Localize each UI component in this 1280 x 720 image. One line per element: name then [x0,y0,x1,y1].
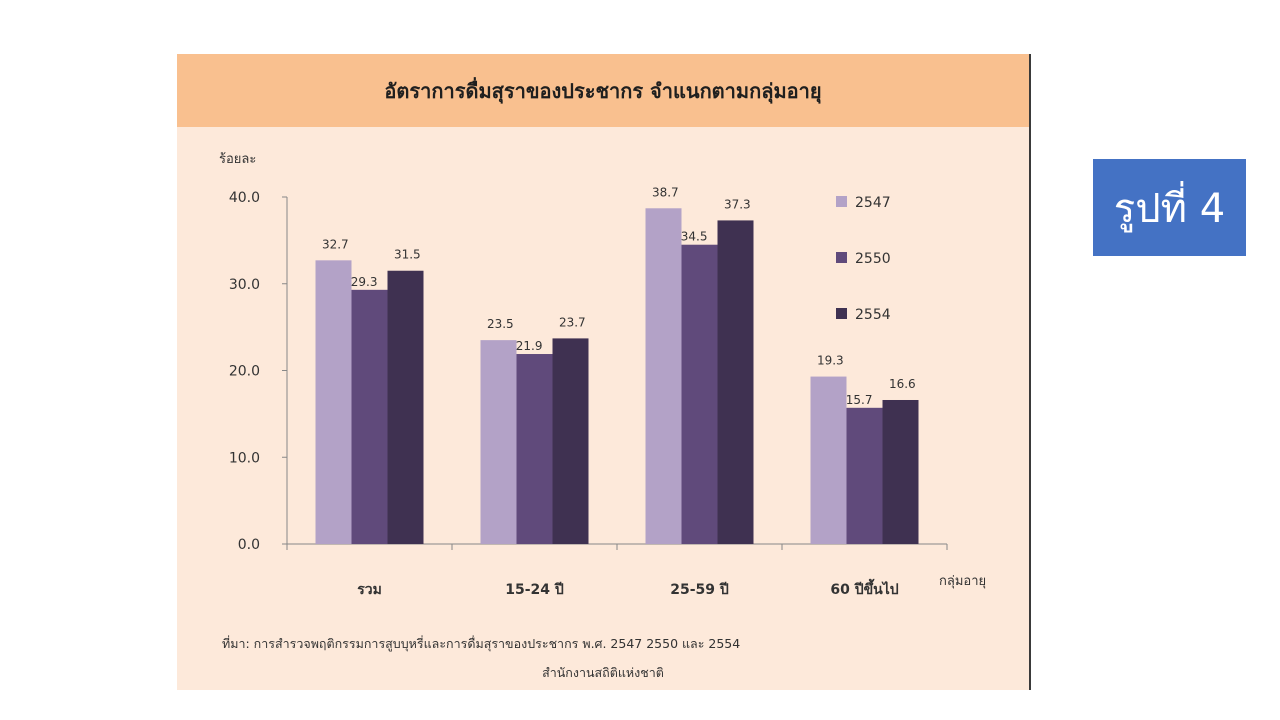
bar-value-label: 21.9 [516,339,543,353]
legend-label-2550: 2550 [855,251,891,267]
x-axis-label: กลุ่มอายุ [939,574,986,589]
x-tick-label: 15-24 ปี [505,582,564,598]
legend-swatch-2550 [836,252,847,263]
bar-value-label: 19.3 [817,354,844,368]
chart-panel: อัตราการดื่มสุราของประชากร จำแนกตามกลุ่ม… [177,54,1031,690]
bar-value-label: 29.3 [351,275,378,289]
bar-2547 [810,376,847,544]
bar-value-label: 15.7 [846,393,873,407]
bar-value-label: 31.5 [394,248,421,262]
bar-value-label: 23.5 [487,317,514,331]
bar-2547 [645,208,682,544]
y-axis-label: ร้อยละ [219,152,256,167]
bar-2554 [717,220,754,545]
y-tick-label: 0.0 [238,537,260,553]
bar-value-label: 37.3 [724,197,751,211]
y-tick-label: 30.0 [229,277,260,293]
legend-swatch-2547 [836,196,847,207]
source-note-line1: ที่มา: การสำรวจพฤติกรรมการสูบบุหรี่และกา… [222,635,740,652]
bar-chart: ร้อยละ 0.0 10.0 20.0 30.0 40.0 32.7 29.3 31.5 รวม… [219,152,986,680]
chart-title: อัตราการดื่มสุราของประชากร จำแนกตามกลุ่ม… [384,78,822,103]
y-tick-label: 40.0 [229,190,260,206]
figure-label: รูปที่ 4 [1093,159,1246,256]
chart-title-band: อัตราการดื่มสุราของประชากร จำแนกตามกลุ่ม… [177,54,1029,127]
bar-2550 [516,354,553,544]
y-tick-label: 10.0 [229,450,260,466]
bar-2550 [846,407,883,544]
bar-2547 [480,340,517,544]
x-tick-label: 25-59 ปี [670,582,729,598]
bar-value-label: 38.7 [652,185,679,199]
legend-label-2547: 2547 [855,195,891,211]
bar-2554 [552,338,589,544]
bar-2550 [351,289,388,544]
bar-value-label: 32.7 [322,237,349,251]
bar-2554 [882,399,919,544]
bar-value-label: 34.5 [681,230,708,244]
x-tick-label: รวม [357,582,382,598]
bar-value-label: 23.7 [559,315,586,329]
bar-2547 [315,260,352,544]
x-tick-label: 60 ปีขึ้นไป [830,578,898,598]
bar-2554 [387,270,424,544]
legend-label-2554: 2554 [855,307,891,323]
bar-2550 [681,244,718,544]
bar-value-label: 16.6 [889,377,916,391]
legend-swatch-2554 [836,308,847,319]
y-tick-label: 20.0 [229,364,260,380]
source-note-line2: สำนักงานสถิติแห่งชาติ [542,665,664,680]
